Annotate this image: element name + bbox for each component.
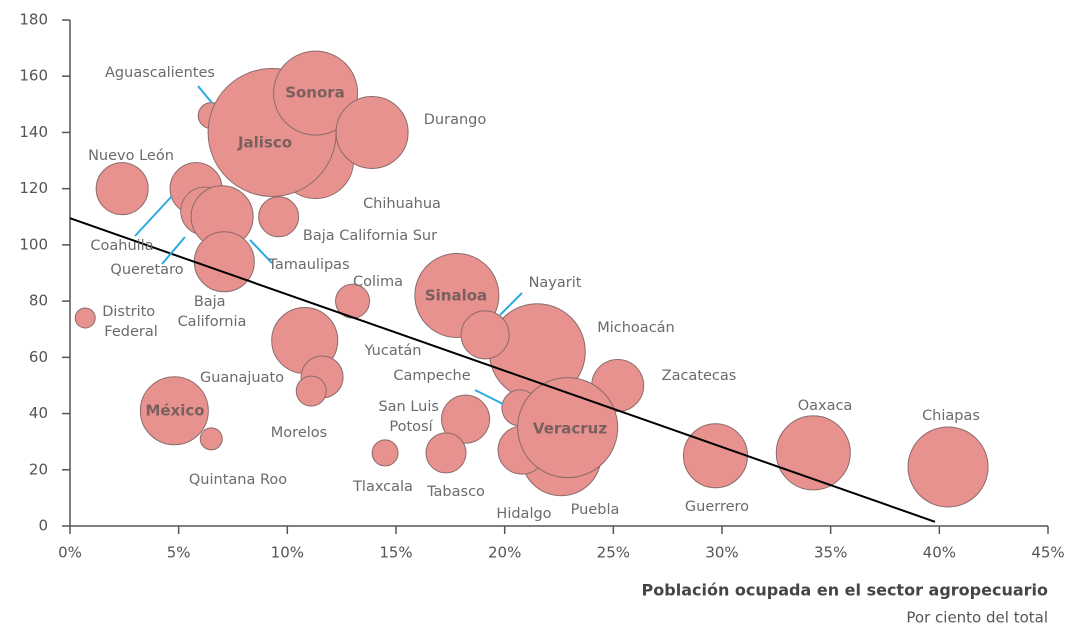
bubble-label: Coahuila — [90, 238, 153, 254]
bubble-label: Baja California Sur — [303, 228, 437, 244]
bubble-label: Campeche — [393, 368, 470, 384]
x-tick-label: 25% — [597, 544, 630, 562]
bubble-label: Oaxaca — [798, 398, 853, 414]
y-tick-label: 40 — [29, 404, 48, 422]
bubble-label: Chihuahua — [363, 196, 441, 212]
x-tick-label: 0% — [58, 544, 82, 562]
x-tick-label: 45% — [1031, 544, 1064, 562]
leader-line — [134, 195, 173, 237]
bubble-label: Sonora — [285, 84, 345, 102]
y-tick-label: 0 — [38, 517, 48, 535]
bubble-label: Distrito Federal — [102, 304, 160, 340]
bubble — [193, 231, 255, 293]
bubble-label: México — [145, 402, 204, 420]
bubble-label: Nuevo León — [88, 148, 174, 164]
bubble-label: Tamaulipas — [267, 257, 349, 273]
bubble — [95, 162, 149, 216]
leader-line — [161, 236, 186, 265]
bubble-label: Yucatán — [363, 343, 421, 359]
bubble-label: Guerrero — [685, 499, 749, 515]
bubble — [441, 394, 491, 444]
bubble-label: Sinaloa — [425, 287, 487, 305]
x-tick-label: 40% — [923, 544, 956, 562]
bubble-label: Puebla — [571, 502, 620, 518]
trend-line — [69, 217, 936, 523]
bubble-label: Tabasco — [426, 484, 485, 500]
leader-line — [474, 389, 504, 405]
y-tick-label: 80 — [29, 292, 48, 310]
bubble — [460, 310, 510, 360]
bubble-label: Morelos — [271, 425, 327, 441]
bubble-label: Zacatecas — [662, 368, 737, 384]
bubble-label: Jalisco — [237, 134, 292, 152]
bubble-label: Aguascalientes — [105, 65, 215, 81]
bubble-label: Guanajuato — [200, 370, 284, 386]
bubble-label: San Luis Potosí — [378, 399, 443, 435]
bubble-label: Hidalgo — [496, 506, 551, 522]
leader-line — [249, 239, 273, 264]
bubble-label: Colima — [353, 274, 403, 290]
bubble — [295, 375, 327, 407]
y-tick-label: 60 — [29, 348, 48, 366]
bubble — [273, 50, 359, 136]
y-tick-label: 140 — [19, 123, 48, 141]
bubble-label: Michoacán — [597, 320, 675, 336]
x-tick-label: 5% — [167, 544, 191, 562]
bubble — [775, 415, 851, 491]
x-tick-label: 30% — [705, 544, 738, 562]
y-tick-label: 180 — [19, 11, 48, 29]
leader-line — [197, 85, 213, 104]
bubble — [371, 439, 399, 467]
bubble-label: Durango — [424, 112, 487, 128]
bubble-label: Baja California — [178, 294, 247, 330]
bubble-label: Chiapas — [922, 408, 980, 424]
bubble-label: Tlaxcala — [352, 479, 413, 495]
bubble — [139, 376, 209, 446]
x-tick-label: 15% — [379, 544, 412, 562]
bubble — [907, 426, 989, 508]
x-tick-label: 10% — [271, 544, 304, 562]
y-tick-label: 100 — [19, 235, 48, 253]
bubble — [682, 423, 748, 489]
bubble — [74, 307, 96, 329]
leader-line — [499, 292, 523, 316]
bubble — [425, 432, 467, 474]
y-tick-label: 120 — [19, 179, 48, 197]
bubble — [258, 196, 300, 238]
y-tick-label: 160 — [19, 67, 48, 85]
x-tick-label: 20% — [488, 544, 521, 562]
bubble-label: Quintana Roo — [189, 472, 287, 488]
bubble-label: Nayarit — [529, 275, 582, 291]
bubble — [335, 95, 409, 169]
x-axis-sublabel: Por ciento del total — [906, 609, 1048, 627]
bubble — [199, 427, 223, 451]
x-axis-label: Población ocupada en el sector agropecua… — [642, 581, 1048, 600]
bubble-label: Queretaro — [110, 262, 183, 278]
bubble-label: Veracruz — [533, 420, 607, 438]
x-tick-label: 35% — [814, 544, 847, 562]
y-tick-label: 20 — [29, 460, 48, 478]
